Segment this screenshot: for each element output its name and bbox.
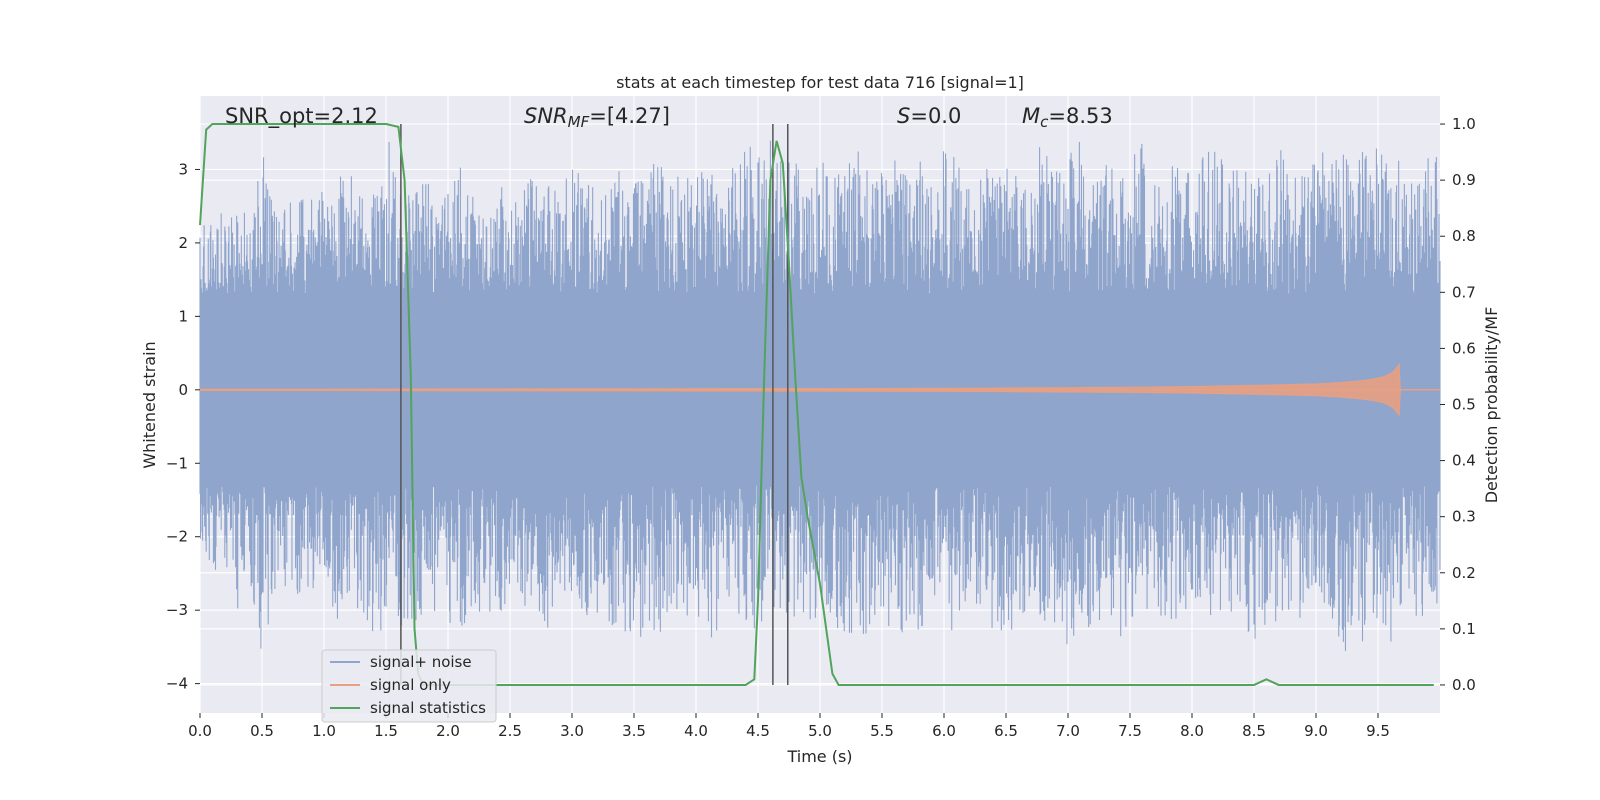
- x-tick-label: 8.5: [1242, 722, 1266, 740]
- legend-box: [321, 649, 497, 723]
- x-tick-label: 1.5: [374, 722, 398, 740]
- y-tick-label-left: 2: [178, 234, 188, 252]
- x-tick-label: 9.5: [1366, 722, 1390, 740]
- y-tick-label-right: 0.4: [1452, 452, 1476, 470]
- x-tick-label: 9.0: [1304, 722, 1328, 740]
- axes: 0.0 0.5 1.0 1.5 2.0 2.5 3.0 3.5 4.0 4.5 5.0 5.5 6.0 6…: [166, 115, 1476, 740]
- s-annotation: S=0.0: [897, 104, 961, 128]
- snr-opt-annotation: SNR_opt=2.12: [225, 104, 378, 129]
- y-tick-label-left: 1: [178, 307, 188, 325]
- x-tick-label: 6.5: [994, 722, 1018, 740]
- x-tick-label: 5.5: [870, 722, 894, 740]
- x-tick-label: 2.5: [498, 722, 522, 740]
- y-tick-label-left: −2: [166, 528, 188, 546]
- y-axis-label-right: Detection probability/MF: [1482, 307, 1501, 504]
- plot-area: [199, 123, 1441, 686]
- x-tick-label: 8.0: [1180, 722, 1204, 740]
- snr-mf-value: =[4.27]: [589, 104, 670, 128]
- snr-mf-main: SNR: [524, 104, 568, 128]
- x-tick-label: 4.0: [684, 722, 708, 740]
- x-tick-label: 3.5: [622, 722, 646, 740]
- snr-mf-annotation: SNRMF=[4.27]: [524, 104, 670, 131]
- y-tick-label-right: 0.6: [1452, 339, 1476, 357]
- x-tick-label: 1.0: [312, 722, 336, 740]
- mc-value: =8.53: [1048, 104, 1112, 128]
- x-tick-label: 7.0: [1056, 722, 1080, 740]
- y-tick-label-left: −4: [166, 675, 188, 693]
- y-axis-label-left: Whitened strain: [140, 341, 159, 468]
- chart-title: stats at each timestep for test data 716…: [616, 73, 1024, 92]
- signal-statistics-line: [199, 123, 1434, 686]
- x-tick-label: 0.5: [250, 722, 274, 740]
- y-tick-label-right: 0.8: [1452, 227, 1476, 245]
- y-tick-label-right: 0.0: [1452, 676, 1476, 694]
- y-tick-label-right: 0.1: [1452, 620, 1476, 638]
- x-tick-label: 2.0: [436, 722, 460, 740]
- x-tick-label: 3.0: [560, 722, 584, 740]
- x-tick-label: 5.0: [808, 722, 832, 740]
- y-tick-label-left: −3: [166, 601, 188, 619]
- y-tick-label-left: 0: [178, 381, 188, 399]
- x-tick-label: 4.5: [746, 722, 770, 740]
- snr-mf-sub: MF: [568, 113, 590, 131]
- y-tick-label-right: 0.5: [1452, 396, 1476, 414]
- legend-label-signal-only: signal only: [370, 676, 451, 694]
- s-main: S: [897, 104, 910, 128]
- mc-main: M: [1022, 104, 1040, 128]
- y-tick-label-left: 3: [178, 160, 188, 178]
- mc-annotation: Mc=8.53: [1022, 104, 1113, 131]
- legend-label-signal-statistics: signal statistics: [370, 699, 486, 717]
- s-value: =0.0: [910, 104, 961, 128]
- x-axis-label: Time (s): [786, 747, 852, 766]
- y-tick-label-right: 0.3: [1452, 508, 1476, 526]
- signal-noise-line: [199, 140, 1441, 651]
- legend: signal+ noise signal only signal statist…: [321, 649, 497, 723]
- y-tick-label-right: 0.2: [1452, 564, 1476, 582]
- y-tick-label-right: 0.7: [1452, 283, 1476, 301]
- y-tick-label-left: −1: [166, 454, 188, 472]
- x-tick-label: 7.5: [1118, 722, 1142, 740]
- legend-label-signal-noise: signal+ noise: [370, 653, 472, 671]
- x-tick-label: 6.0: [932, 722, 956, 740]
- mc-sub: c: [1040, 113, 1049, 131]
- y-tick-label-right: 1.0: [1452, 115, 1476, 133]
- x-tick-label: 0.0: [188, 722, 212, 740]
- y-tick-label-right: 0.9: [1452, 171, 1476, 189]
